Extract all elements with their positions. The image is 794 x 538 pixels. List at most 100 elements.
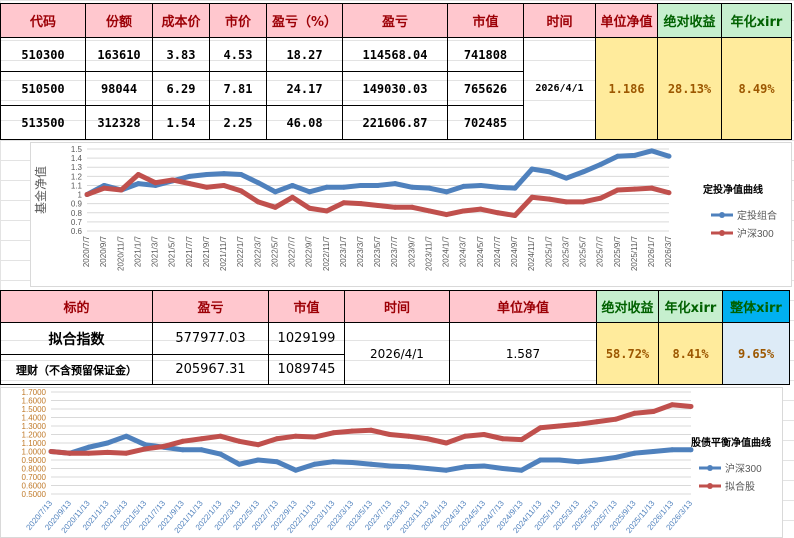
balanced-nav-chart[interactable]: 0.5000 0.6000 0.7000 0.8000 0.9000 1.0000 1.10… [0,387,783,538]
data-cell[interactable]: 24.17 [266,71,343,106]
data-cell[interactable]: 765626 [447,71,524,106]
data-point [307,205,313,211]
header-cell[interactable]: 代码 [0,3,86,38]
data-point [255,199,261,205]
header-cell[interactable]: 盈亏 [342,3,448,38]
data-cell[interactable]: 1.54 [152,105,210,140]
data-point [152,180,158,186]
overall-xirr-cell[interactable]: 9.65% [722,322,790,385]
header-cell[interactable]: 整体xirr [722,290,790,323]
header-cell[interactable]: 市值 [447,3,524,38]
data-cell[interactable]: 114568.04 [342,37,448,72]
x-tick-label: 2025/1/7 [544,235,553,267]
data-point [580,199,586,205]
x-tick-label: 2021/3/7 [151,235,160,267]
abs-return-cell[interactable]: 28.13% [657,37,722,140]
nav-cell[interactable]: 1.186 [595,37,658,140]
data-point [368,461,374,467]
time-cell[interactable]: 2026/4/1 [344,322,450,385]
data-cell[interactable]: 7.81 [209,71,267,106]
data-point [123,433,129,439]
legend-marker [707,465,713,471]
data-point [221,182,227,188]
dca-nav-chart[interactable]: 0.6 0.7 0.8 0.9 1 1.1 1.2 1.3 1.4 1.5 2020/7/7 2020… [30,142,792,287]
data-point [495,184,501,190]
data-cell[interactable]: 513500 [0,105,86,140]
data-cell[interactable]: 1029199 [268,322,345,355]
data-cell[interactable]: 510300 [0,37,86,72]
header-cell[interactable]: 成本价 [152,3,210,38]
data-point [481,463,487,469]
data-point [424,466,430,471]
header-cell[interactable]: 市值 [268,290,345,323]
data-cell[interactable]: 2.25 [209,105,267,140]
data-point [255,442,261,448]
data-point [324,184,330,190]
header-cell[interactable]: 份额 [85,3,153,38]
data-cell[interactable]: 510500 [0,71,86,106]
header-cell[interactable]: 时间 [344,290,450,323]
header-cell[interactable]: 绝对收益 [596,290,659,323]
header-cell[interactable]: 绝对收益 [657,3,722,38]
data-point [598,161,604,167]
header-cell[interactable]: 年化xirr [721,3,792,38]
data-point [104,449,110,455]
x-tick-label: 2021/9/7 [202,235,211,267]
x-tick-label: 2023/3/7 [356,235,365,267]
data-cell[interactable]: 221606.87 [342,105,448,140]
data-point [669,447,675,453]
data-cell[interactable]: 312328 [85,105,153,140]
header-cell[interactable]: 盈亏（%） [266,3,343,38]
data-cell[interactable]: 98044 [85,71,153,106]
header-cell[interactable]: 标的 [0,290,153,323]
header-cell[interactable]: 时间 [523,3,596,38]
data-cell[interactable]: 46.08 [266,105,343,140]
data-point [443,189,449,195]
header-cell[interactable]: 盈亏 [152,290,269,323]
data-point [615,153,621,159]
abs-return-cell[interactable]: 58.72% [596,322,659,385]
data-point [387,432,393,437]
data-cell[interactable]: 6.29 [152,71,210,106]
data-point [632,152,638,158]
x-tick-label: 2020/7/7 [82,235,91,267]
data-point [289,182,295,188]
data-point [341,184,347,190]
data-cell[interactable]: 1089745 [268,354,345,385]
data-cell[interactable]: 163610 [85,37,153,72]
time-cell[interactable]: 2026/4/1 [523,37,596,140]
y-tick-label: 0.8 [71,209,83,218]
header-cell[interactable]: 单位净值 [595,3,658,38]
data-point [368,427,374,433]
data-cell[interactable]: 3.83 [152,37,210,72]
x-tick-label: 2025/9/7 [613,235,622,267]
data-cell[interactable]: 4.53 [209,37,267,72]
data-point [199,436,205,442]
y-tick-label: 0.7000 [22,473,47,482]
dca-nav-chart-svg: 0.60.70.80.911.11.21.31.41.5 2020/7/7 2020… [33,145,777,271]
header-cell[interactable]: 年化xirr [658,290,723,323]
data-cell[interactable]: 702485 [447,105,524,140]
data-cell[interactable]: 18.27 [266,37,343,72]
xirr-cell[interactable]: 8.49% [721,37,792,140]
data-cell[interactable]: 741808 [447,37,524,72]
data-point [462,464,468,470]
data-cell[interactable]: 205967.31 [152,354,269,385]
data-point [238,188,244,194]
data-cell[interactable]: 577977.03 [152,322,269,355]
xirr-cell[interactable]: 8.41% [658,322,723,385]
data-point [238,172,244,178]
data-point [358,201,364,207]
chart-title: 定投净值曲线 [703,183,763,196]
header-cell[interactable]: 单位净值 [449,290,597,323]
data-point [101,185,107,191]
x-tick-label: 2023/5/7 [373,235,382,267]
data-cell[interactable]: 149030.03 [342,71,448,106]
header-cell[interactable]: 市价 [209,3,267,38]
data-point [274,436,280,442]
data-cell[interactable]: 拟合指数 [0,322,153,355]
nav-cell[interactable]: 1.587 [449,322,597,385]
data-cell[interactable]: 理财（不含预留保证金） [0,354,153,385]
x-tick-label: 2023/9/7 [407,235,416,267]
data-point [649,185,655,191]
